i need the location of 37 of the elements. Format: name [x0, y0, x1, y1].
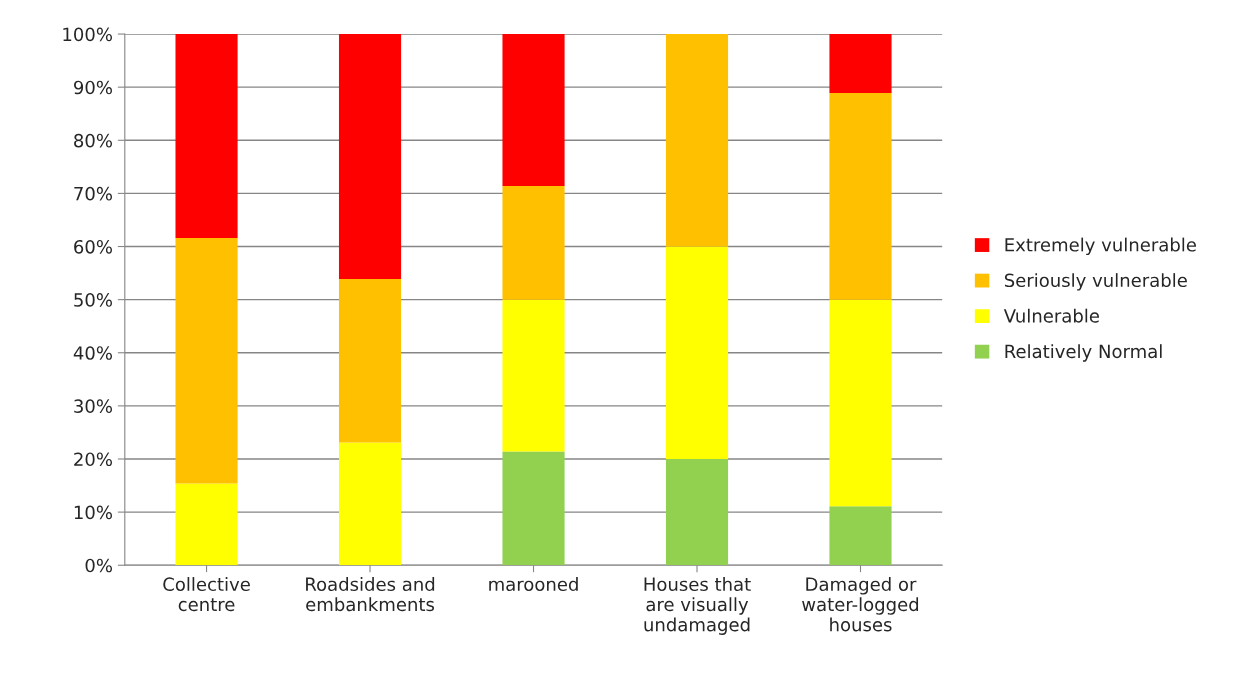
legend-label: Vulnerable [1003, 308, 1099, 323]
x-tick-label: Damaged or water-logged houses [802, 577, 919, 632]
bar [175, 34, 238, 239]
y-tick-label: 40% [73, 346, 112, 360]
bar [175, 238, 238, 484]
y-tick-label: 30% [74, 399, 112, 413]
y-tick-label: 80% [74, 133, 112, 148]
y-tick-label: 90% [74, 80, 112, 95]
legend-label: Extremely vulnerable [1005, 237, 1196, 256]
bar [829, 506, 892, 566]
x-tick-label: Collective centre [163, 577, 250, 612]
y-tick-label: 10% [74, 505, 112, 520]
y-tick-label: 20% [74, 452, 112, 467]
x-tick-label: marooned [489, 577, 578, 592]
bar [502, 185, 565, 300]
y-tick-label: 60% [74, 239, 112, 254]
legend-label: Seriously vulnerable [1004, 273, 1187, 291]
bar [175, 483, 238, 566]
bar [338, 34, 402, 279]
bar [829, 299, 892, 507]
bar [502, 451, 565, 566]
bar [665, 458, 729, 566]
bar [338, 278, 402, 443]
legend-label: Relatively Normal [1005, 344, 1162, 362]
bar [665, 34, 729, 247]
y-tick-label: 100% [63, 27, 112, 42]
bar [665, 246, 729, 459]
y-tick-label: 70% [74, 186, 112, 201]
bar [829, 34, 892, 94]
bar [502, 34, 565, 186]
x-tick-label: Roadsides and embankments [306, 577, 435, 612]
x-tick-label: Houses that are visually undamaged [644, 577, 751, 635]
bar [338, 442, 402, 566]
bar [502, 299, 565, 452]
bar [829, 93, 892, 300]
y-tick-label: 50% [74, 293, 112, 307]
y-tick-label: 0% [85, 558, 112, 573]
